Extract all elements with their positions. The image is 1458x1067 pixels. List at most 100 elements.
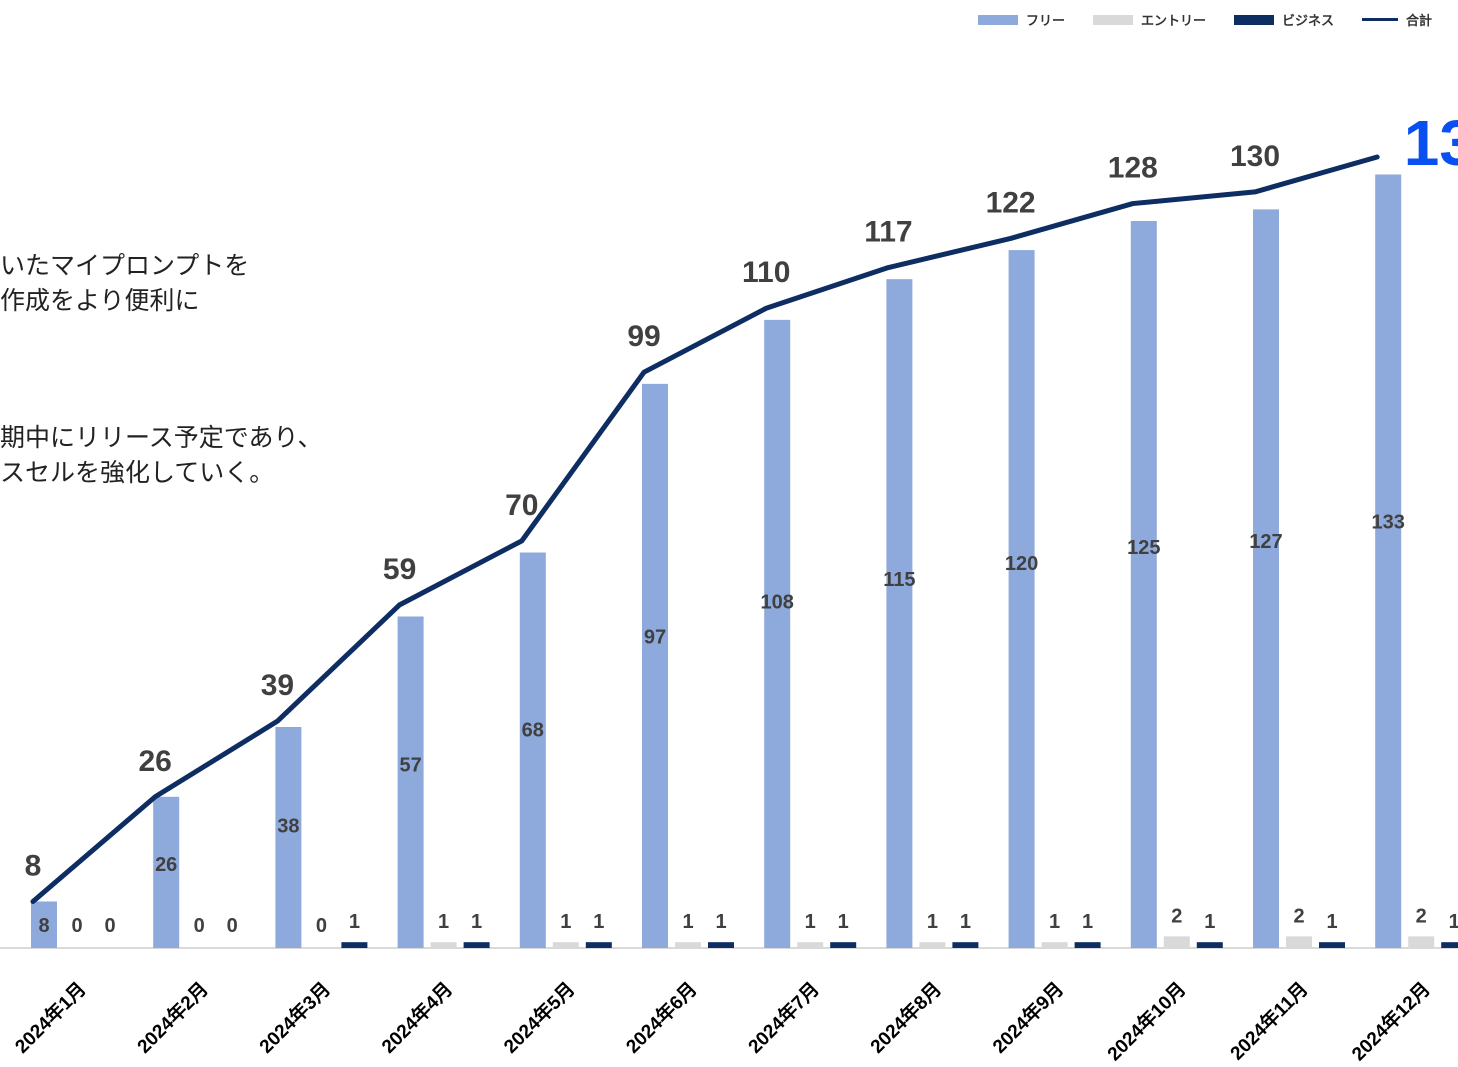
data-label-business: 1 (960, 911, 971, 933)
bar-entry (797, 942, 824, 948)
bar-free (519, 552, 546, 948)
legend-swatch-business (1233, 14, 1274, 25)
bar-free (31, 901, 57, 948)
bar-business (830, 942, 857, 948)
bar-free (642, 383, 668, 948)
x-tick-label: 2024年7月 (743, 977, 823, 1057)
bar-entry (552, 942, 579, 948)
bar-free (1375, 174, 1402, 949)
data-label-free: 8 (38, 915, 49, 937)
data-label-total: 122 (986, 186, 1036, 219)
data-label-business: 1 (838, 911, 849, 933)
data-label-free: 127 (1249, 531, 1282, 553)
bar-entry (1286, 936, 1312, 948)
x-tick-label: 2024年12月 (1347, 977, 1435, 1065)
data-label-business: 1 (1326, 911, 1337, 933)
data-label-entry: 0 (316, 915, 327, 937)
data-label-free: 97 (644, 627, 666, 649)
data-label-entry: 2 (1416, 905, 1427, 927)
data-label-entry: 1 (927, 911, 938, 933)
bar-entry (675, 942, 701, 948)
data-label-entry: 2 (1171, 905, 1182, 927)
data-label-entry: 2 (1293, 905, 1304, 927)
data-label-free: 120 (1005, 553, 1038, 575)
data-label-total: 99 (627, 320, 660, 353)
data-label-free: 68 (522, 719, 544, 741)
bar-business (1196, 942, 1223, 948)
callout-text-2: 期中にリリース予定であり、 スセルを強化していく。 (0, 420, 323, 490)
legend-swatch-free (977, 14, 1018, 25)
data-label-business: 0 (104, 915, 115, 937)
data-label-free: 38 (277, 815, 299, 837)
legend-label-business: ビジネス (1281, 14, 1334, 29)
callout-line: スセルを強化していく。 (0, 458, 275, 487)
bar-entry (430, 942, 457, 948)
bar-entry (1408, 936, 1435, 948)
bar-business (1074, 942, 1101, 948)
legend-label-entry: エントリー (1140, 14, 1206, 29)
data-label-total: 136 (1404, 107, 1458, 179)
data-label-total: 117 (864, 216, 912, 249)
callout-line: いたマイプロンプトを (0, 251, 250, 280)
data-label-entry: 0 (71, 915, 82, 937)
data-label-total: 130 (1230, 140, 1280, 173)
callout-text-1: いたマイプロンプトを 作成をより便利に (0, 248, 249, 318)
data-label-business: 1 (715, 911, 726, 933)
x-tick-label: 2024年2月 (132, 977, 212, 1057)
x-tick-label: 2024年1月 (10, 977, 90, 1057)
bar-free (1130, 221, 1157, 948)
legend-item-entry: エントリー (1092, 10, 1206, 29)
data-label-total: 26 (139, 745, 172, 778)
data-label-free: 57 (399, 755, 421, 777)
x-tick-label: 2024年11月 (1225, 977, 1312, 1064)
bar-free (764, 319, 791, 948)
data-label-business: 1 (593, 911, 604, 933)
bar-free (153, 796, 180, 948)
x-tick-label: 2024年8月 (865, 977, 945, 1057)
callout-line: 期中にリリース予定であり、 (0, 423, 323, 452)
data-label-total: 59 (383, 553, 416, 586)
bar-free (1008, 250, 1035, 948)
data-label-entry: 0 (194, 915, 205, 937)
legend-label-total: 合計 (1405, 14, 1432, 29)
data-label-business: 0 (227, 915, 238, 937)
bar-business (1441, 942, 1458, 948)
data-label-total: 8 (25, 849, 42, 882)
data-label-free: 115 (883, 569, 915, 591)
x-tick-label: 2024年3月 (254, 977, 334, 1057)
data-label-total: 39 (261, 669, 294, 702)
bar-free (397, 616, 424, 948)
legend-item-free: フリー (977, 10, 1065, 29)
legend-swatch-total (1361, 18, 1398, 21)
chart-legend: フリー エントリー ビジネス 合計 (977, 10, 1432, 29)
legend-item-business: ビジネス (1233, 10, 1334, 29)
x-tick-label: 2024年6月 (621, 977, 701, 1057)
bar-entry (919, 942, 946, 948)
bar-business (708, 942, 734, 948)
data-label-business: 1 (349, 911, 360, 933)
bar-entry (1163, 936, 1190, 948)
x-tick-label: 2024年9月 (988, 977, 1068, 1057)
x-tick-label: 2024年5月 (499, 977, 579, 1057)
data-label-business: 1 (1082, 911, 1093, 933)
bar-free (1253, 209, 1279, 949)
data-label-total: 110 (742, 256, 790, 289)
legend-swatch-entry (1092, 14, 1133, 25)
bar-business (1319, 942, 1345, 948)
data-label-free: 108 (761, 592, 794, 614)
data-label-business: 1 (1204, 911, 1215, 933)
data-label-business: 1 (1449, 911, 1458, 933)
bar-business (341, 942, 368, 948)
data-label-entry: 1 (682, 911, 693, 933)
data-label-free: 133 (1372, 512, 1405, 534)
data-label-entry: 1 (1049, 911, 1060, 933)
bar-free (275, 726, 302, 948)
data-label-entry: 1 (560, 911, 571, 933)
legend-item-total: 合計 (1361, 10, 1432, 29)
data-label-entry: 1 (805, 911, 816, 933)
bar-entry (1041, 942, 1068, 948)
legend-label-free: フリー (1025, 14, 1065, 29)
data-label-total: 70 (505, 489, 538, 522)
